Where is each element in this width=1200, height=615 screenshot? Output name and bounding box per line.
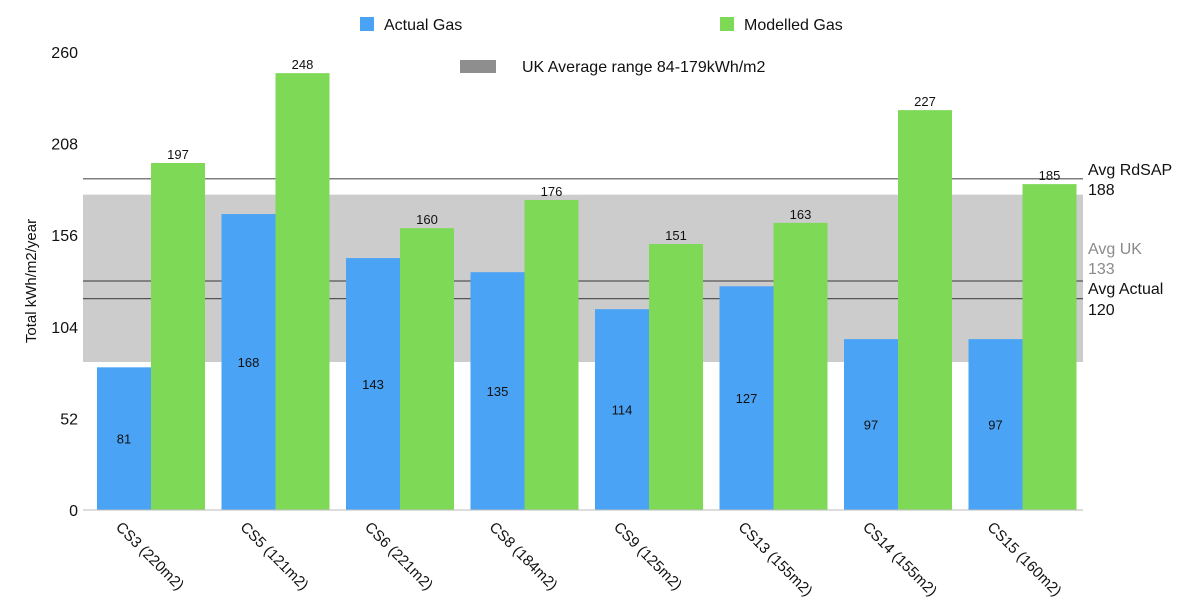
y-tick-label: 0 xyxy=(69,503,78,520)
legend-swatch-band xyxy=(460,60,496,73)
bar-actual-4 xyxy=(595,309,649,510)
bar-modelled-1 xyxy=(275,73,330,510)
bar-modelled-5 xyxy=(773,222,828,510)
data-label-actual-5: 127 xyxy=(736,391,758,406)
bar-actual-1 xyxy=(221,214,276,511)
data-label-actual-1: 168 xyxy=(238,355,260,370)
reference-value-0: 188 xyxy=(1088,182,1115,199)
data-label-modelled-7: 185 xyxy=(1039,168,1061,183)
x-tick-label: CS3 (220m2) xyxy=(112,519,187,594)
y-tick-label: 104 xyxy=(51,320,78,337)
y-axis-title: Total kWh/m2/year xyxy=(23,219,40,343)
legend-swatch-modelled xyxy=(720,17,734,31)
legend-label-band: UK Average range 84-179kWh/m2 xyxy=(522,59,766,76)
reference-value-2: 120 xyxy=(1088,302,1115,319)
bar-actual-6 xyxy=(844,339,898,510)
reference-label-2: Avg Actual xyxy=(1088,281,1163,298)
y-tick-label: 52 xyxy=(60,411,78,428)
x-tick-label: CS15 (160m2) xyxy=(984,519,1065,600)
reference-value-1: 133 xyxy=(1088,261,1115,278)
x-tick-label: CS8 (184m2) xyxy=(486,519,561,594)
bar-modelled-2 xyxy=(400,228,454,510)
data-label-actual-4: 114 xyxy=(612,403,633,418)
data-label-actual-6: 97 xyxy=(864,418,878,433)
data-label-modelled-0: 197 xyxy=(167,147,189,162)
y-tick-label: 208 xyxy=(51,137,78,154)
bar-actual-2 xyxy=(346,258,400,510)
data-label-modelled-4: 151 xyxy=(665,228,687,243)
bar-modelled-4 xyxy=(649,244,703,510)
data-label-modelled-6: 227 xyxy=(914,94,936,109)
y-tick-label: 156 xyxy=(51,228,78,245)
x-tick-label: CS5 (121m2) xyxy=(237,519,312,594)
legend-label-actual: Actual Gas xyxy=(384,17,462,34)
data-label-modelled-5: 163 xyxy=(790,207,812,222)
legend-swatch-actual xyxy=(360,17,374,31)
data-label-actual-7: 97 xyxy=(988,418,1002,433)
bar-modelled-0 xyxy=(151,162,205,510)
data-label-actual-0: 81 xyxy=(117,432,131,447)
x-tick-label: CS14 (155m2) xyxy=(859,519,940,600)
data-label-modelled-2: 160 xyxy=(416,212,438,227)
bar-modelled-7 xyxy=(1022,184,1077,510)
bar-modelled-6 xyxy=(898,110,952,510)
reference-label-1: Avg UK xyxy=(1088,241,1142,258)
bar-modelled-3 xyxy=(524,199,579,510)
bar-actual-7 xyxy=(968,339,1023,510)
bar-actual-3 xyxy=(470,272,525,510)
bar-actual-5 xyxy=(719,286,774,510)
bar-actual-0 xyxy=(97,367,151,510)
data-label-modelled-3: 176 xyxy=(541,184,563,199)
x-tick-label: CS6 (221m2) xyxy=(361,519,436,594)
data-label-modelled-1: 248 xyxy=(292,57,314,72)
y-tick-label: 260 xyxy=(51,45,78,62)
data-label-actual-3: 135 xyxy=(487,384,509,399)
x-tick-label: CS13 (155m2) xyxy=(735,519,816,600)
reference-label-0: Avg RdSAP xyxy=(1088,162,1172,179)
legend-label-modelled: Modelled Gas xyxy=(744,17,843,34)
x-tick-label: CS9 (125m2) xyxy=(610,519,685,594)
data-label-actual-2: 143 xyxy=(362,377,384,392)
